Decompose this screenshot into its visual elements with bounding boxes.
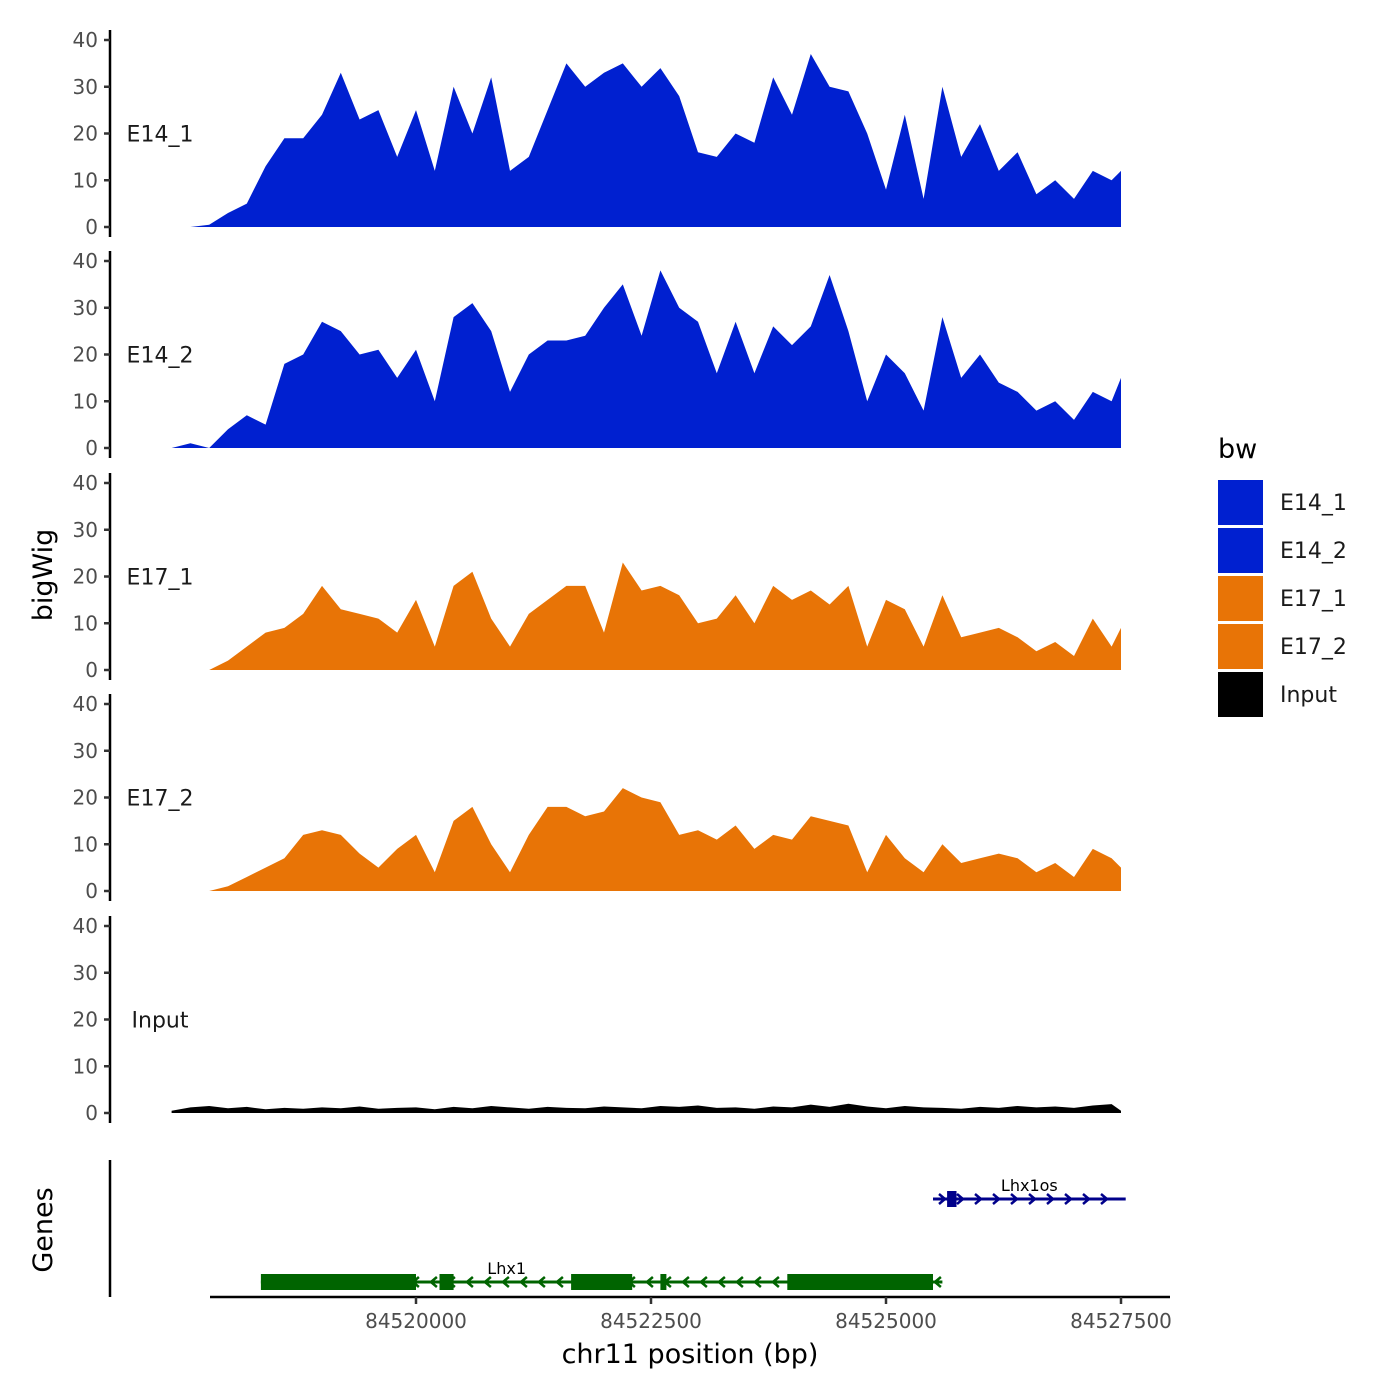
area-E17_2 bbox=[171, 788, 1122, 891]
y-tick-label: 10 bbox=[73, 168, 98, 192]
strand-arrow bbox=[536, 1276, 546, 1288]
y-tick-label: 0 bbox=[85, 658, 98, 682]
strand-arrow bbox=[1010, 1193, 1019, 1205]
legend-label: E17_1 bbox=[1280, 587, 1347, 612]
x-axis-title: chr11 position (bp) bbox=[562, 1339, 819, 1370]
exon bbox=[787, 1274, 933, 1290]
track-label: E17_1 bbox=[127, 566, 194, 591]
legend-label: E17_2 bbox=[1280, 635, 1347, 660]
strand-arrow bbox=[1064, 1193, 1073, 1205]
strand-arrow bbox=[770, 1276, 780, 1288]
legend-label: Input bbox=[1280, 683, 1337, 708]
legend-title: bw bbox=[1218, 434, 1257, 465]
x-tick-label: 84522500 bbox=[600, 1309, 702, 1333]
strand-arrow bbox=[734, 1276, 744, 1288]
y-tick-label: 10 bbox=[73, 611, 98, 635]
y-tick-label: 0 bbox=[85, 879, 98, 903]
y-tick-label: 20 bbox=[73, 122, 98, 146]
area-E14_2 bbox=[171, 270, 1122, 448]
area-Input bbox=[171, 1103, 1122, 1113]
track-label: E14_2 bbox=[127, 344, 194, 369]
y-tick-label: 30 bbox=[73, 961, 98, 985]
legend-swatch bbox=[1218, 576, 1263, 621]
y-tick-label: 20 bbox=[73, 786, 98, 810]
x-tick-label: 84525000 bbox=[835, 1309, 937, 1333]
strand-arrow bbox=[680, 1276, 690, 1288]
y-tick-label: 30 bbox=[73, 296, 98, 320]
strand-arrow bbox=[464, 1276, 474, 1288]
y-tick-label: 40 bbox=[73, 692, 98, 716]
legend-swatch bbox=[1218, 528, 1263, 573]
area-E14_1 bbox=[171, 54, 1122, 227]
exon bbox=[439, 1274, 454, 1290]
area-E17_1 bbox=[171, 562, 1122, 670]
strand-arrow bbox=[698, 1276, 708, 1288]
genes-axis-title: Genes bbox=[28, 1187, 59, 1272]
strand-arrow bbox=[956, 1193, 965, 1205]
y-tick-label: 40 bbox=[73, 471, 98, 495]
strand-arrow bbox=[974, 1193, 983, 1205]
y-tick-label: 20 bbox=[73, 343, 98, 367]
strand-arrow bbox=[1046, 1193, 1055, 1205]
track-E14_2: 0 10 20 30 40 E14_2 bbox=[73, 249, 1122, 460]
gene-Lhx1os: Lhx1os bbox=[933, 1176, 1126, 1207]
y-tick-label: 40 bbox=[73, 28, 98, 52]
exon bbox=[260, 1274, 416, 1290]
track-label: E17_2 bbox=[127, 787, 194, 812]
gene-panel: Lhx1 Lhx1os bbox=[108, 1160, 1126, 1297]
gene-label: Lhx1os bbox=[1001, 1176, 1058, 1195]
strand-arrow bbox=[428, 1276, 438, 1288]
exon bbox=[947, 1191, 957, 1207]
y-axis-title: bigWig bbox=[28, 529, 59, 622]
strand-arrow bbox=[938, 1193, 947, 1205]
track-label: E14_1 bbox=[127, 123, 194, 148]
x-axis: 84520000 84522500 84525000 84527500 bbox=[210, 1295, 1172, 1333]
legend-swatch bbox=[1218, 480, 1263, 525]
strand-arrow bbox=[644, 1276, 654, 1288]
strand-arrow bbox=[1082, 1193, 1091, 1205]
strand-arrow bbox=[932, 1276, 942, 1288]
y-tick-label: 10 bbox=[73, 832, 98, 856]
y-tick-label: 30 bbox=[73, 518, 98, 542]
exon bbox=[571, 1274, 633, 1290]
y-tick-label: 40 bbox=[73, 914, 98, 938]
strand-arrow bbox=[752, 1276, 762, 1288]
x-tick-label: 84520000 bbox=[365, 1309, 467, 1333]
strand-arrow bbox=[518, 1276, 528, 1288]
legend-label: E14_1 bbox=[1280, 491, 1347, 516]
y-tick-label: 0 bbox=[85, 215, 98, 239]
exon bbox=[660, 1274, 667, 1290]
strand-arrow bbox=[1100, 1193, 1109, 1205]
strand-arrow bbox=[482, 1276, 492, 1288]
gene-Lhx1: Lhx1 bbox=[260, 1259, 943, 1290]
legend-label: E14_2 bbox=[1280, 539, 1347, 564]
y-tick-label: 10 bbox=[73, 389, 98, 413]
y-tick-label: 40 bbox=[73, 249, 98, 273]
legend-swatch bbox=[1218, 672, 1263, 717]
track-E14_1: 0 10 20 30 40 E14_1 bbox=[73, 28, 1122, 239]
x-tick-label: 84527500 bbox=[1070, 1309, 1172, 1333]
strand-arrow bbox=[554, 1276, 564, 1288]
y-tick-label: 30 bbox=[73, 739, 98, 763]
strand-arrow bbox=[500, 1276, 510, 1288]
gene-label: Lhx1 bbox=[487, 1259, 526, 1278]
track-Input: 0 10 20 30 40 Input bbox=[73, 914, 1122, 1125]
y-tick-label: 10 bbox=[73, 1054, 98, 1078]
track-E17_2: 0 10 20 30 40 E17_2 bbox=[73, 692, 1122, 903]
y-tick-label: 20 bbox=[73, 1008, 98, 1032]
y-tick-label: 30 bbox=[73, 75, 98, 99]
y-tick-label: 20 bbox=[73, 565, 98, 589]
signal-tracks: 0 10 20 30 40 E14_1 0 10 20 30 40 E14_2 0 10 20 30 40 E17… bbox=[73, 28, 1122, 1125]
legend-swatch bbox=[1218, 624, 1263, 669]
strand-arrow bbox=[1028, 1193, 1037, 1205]
y-tick-label: 0 bbox=[85, 436, 98, 460]
legend: bw E14_1 E14_2 E17_1 E17_2 Input bbox=[1218, 434, 1347, 717]
strand-arrow bbox=[716, 1276, 726, 1288]
y-tick-label: 0 bbox=[85, 1101, 98, 1125]
track-label: Input bbox=[132, 1009, 189, 1034]
track-E17_1: 0 10 20 30 40 E17_1 bbox=[73, 471, 1122, 682]
strand-arrow bbox=[992, 1193, 1001, 1205]
